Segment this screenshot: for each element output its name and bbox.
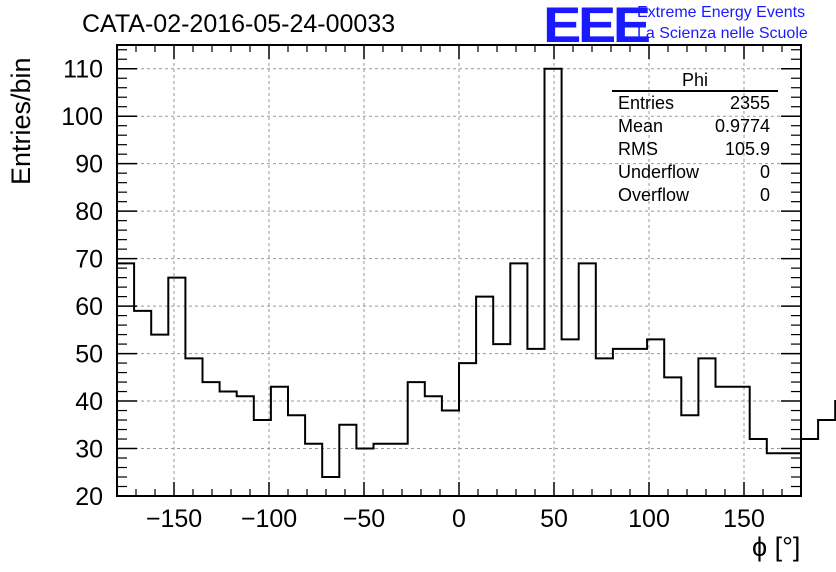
y-tick-label: 60 [75,293,103,321]
y-axis-label: Entries/bin [6,57,36,185]
y-tick-label: 70 [75,246,103,274]
stats-row-underflow: Underflow 0 [612,161,778,184]
y-tick-label: 40 [75,388,103,416]
stats-label: Mean [618,116,664,136]
stats-label: Overflow [618,185,690,205]
plot-frame [116,44,802,497]
x-tick-label: 100 [628,505,670,533]
stats-box: Phi Entries 2355 Mean 0.9774 RMS 105.9 Unde… [612,70,778,207]
logo-line-2: La Scienza nelle Scuole [637,25,808,42]
x-tick-label: −150 [146,505,202,533]
y-tick-label: 90 [75,151,103,179]
x-tick-label: 0 [452,505,466,533]
grid-lines [117,45,801,496]
stats-label: Entries [618,93,675,113]
stats-label: Underflow [618,162,700,182]
logo-caption: Extreme Energy Events La Scienza nelle S… [637,2,808,44]
tick-labels: 20 30 40 50 60 70 80 90 100 110 −150 −100 −50 0 50 100 1… [61,56,765,533]
y-tick-label: 100 [61,103,103,131]
stats-value: 105.9 [724,139,770,159]
stats-row-rms: RMS 105.9 [612,138,778,161]
stats-row-overflow: Overflow 0 [612,184,778,207]
page-title: CATA-02-2016-05-24-00033 [82,10,396,38]
y-tick-label: 30 [75,436,103,464]
y-tick-label: 80 [75,198,103,226]
x-tick-label: 150 [723,505,765,533]
y-tick-label: 20 [75,483,103,511]
x-tick-label: −50 [343,505,385,533]
eee-logo: EEE [543,0,651,53]
x-tick-label: −100 [241,505,297,533]
stats-title: Phi [612,70,778,92]
y-tick-label: 110 [63,56,103,84]
stats-row-entries: Entries 2355 [612,92,778,115]
stats-value: 0 [759,185,770,205]
stats-value: 0.9774 [714,116,770,136]
stats-row-mean: Mean 0.9774 [612,115,778,138]
stats-label: RMS [618,139,658,159]
histogram-series [117,67,836,479]
stats-value: 2355 [729,93,770,113]
x-axis-label: ϕ [°] [752,532,801,562]
logo-line-1: Extreme Energy Events [637,4,806,21]
stats-value: 0 [759,162,770,182]
x-tick-label: 50 [540,505,568,533]
y-tick-label: 50 [75,341,103,369]
